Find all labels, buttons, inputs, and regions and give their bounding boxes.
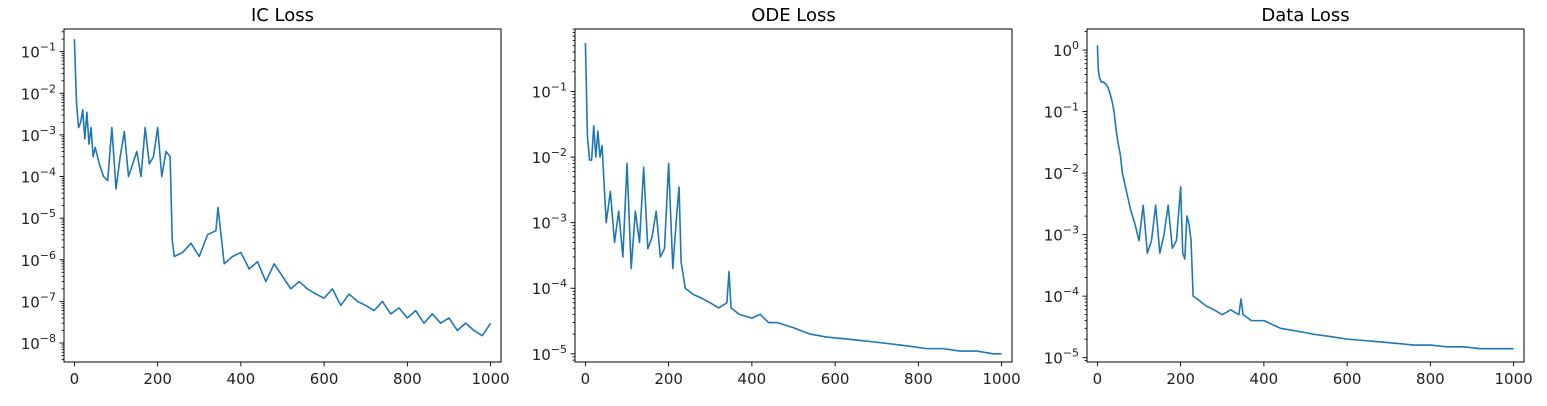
chart-title: IC Loss [251, 5, 314, 26]
y-tick-label: 10−5 [532, 343, 567, 364]
x-tick-label: 0 [70, 370, 80, 388]
x-tick-label: 400 [1250, 370, 1279, 388]
x-tick-label: 0 [1093, 370, 1103, 388]
loss-series-line [584, 43, 1002, 355]
y-tick-label: 10−8 [21, 332, 56, 353]
axes-frame [574, 28, 1013, 363]
x-tick-label: 600 [310, 370, 339, 388]
loss-series-line [1096, 45, 1514, 350]
y-tick-label: 10−6 [21, 249, 56, 270]
y-tick-label: 10−1 [21, 41, 56, 62]
x-tick-label: 200 [1166, 370, 1195, 388]
y-tick-label: 10−3 [21, 124, 56, 145]
y-tick-label: 10−4 [1044, 285, 1079, 306]
y-tick-label: 10−4 [21, 166, 56, 187]
chart-panel-2: 0 200 400 600 800 1000 10−5 10−4 10−3 10−2 10−1 ODE… [532, 5, 1021, 388]
y-tick-label: 10−5 [21, 207, 56, 228]
x-tick-label: 800 [1416, 370, 1445, 388]
y-tick-label: 100 [1053, 39, 1079, 60]
y-tick-label: 10−5 [1044, 347, 1079, 368]
x-tick-label: 1000 [1495, 370, 1533, 388]
chart-title: ODE Loss [751, 5, 836, 26]
axes-frame [1086, 28, 1525, 363]
loss-series-line [73, 39, 492, 337]
y-tick-label: 10−2 [21, 82, 56, 103]
y-tick-label: 10−1 [532, 81, 567, 102]
x-tick-label: 0 [581, 370, 591, 388]
axes-frame [63, 28, 502, 363]
chart-panel-1: 0 200 400 600 800 1000 10−8 10−7 10−6 10−5 10−4 10−… [21, 5, 510, 388]
x-tick-label: 400 [227, 370, 256, 388]
x-tick-label: 200 [654, 370, 683, 388]
x-tick-label: 600 [821, 370, 850, 388]
x-tick-label: 600 [1333, 370, 1362, 388]
chart-panel-3: 0 200 400 600 800 1000 10−5 10−4 10−3 10−2 10−1 100… [1044, 5, 1533, 388]
x-tick-label: 200 [143, 370, 172, 388]
y-tick-label: 10−4 [532, 277, 567, 298]
x-tick-label: 800 [393, 370, 422, 388]
y-tick-label: 10−7 [21, 290, 56, 311]
x-tick-label: 1000 [983, 370, 1021, 388]
x-tick-label: 800 [904, 370, 933, 388]
x-tick-label: 400 [738, 370, 767, 388]
chart-title: Data Loss [1261, 5, 1349, 26]
y-tick-label: 10−1 [1044, 101, 1079, 122]
x-tick-label: 1000 [472, 370, 510, 388]
y-tick-label: 10−3 [532, 212, 567, 233]
y-tick-label: 10−2 [532, 146, 567, 167]
y-tick-label: 10−3 [1044, 224, 1079, 245]
y-tick-label: 10−2 [1044, 162, 1079, 183]
